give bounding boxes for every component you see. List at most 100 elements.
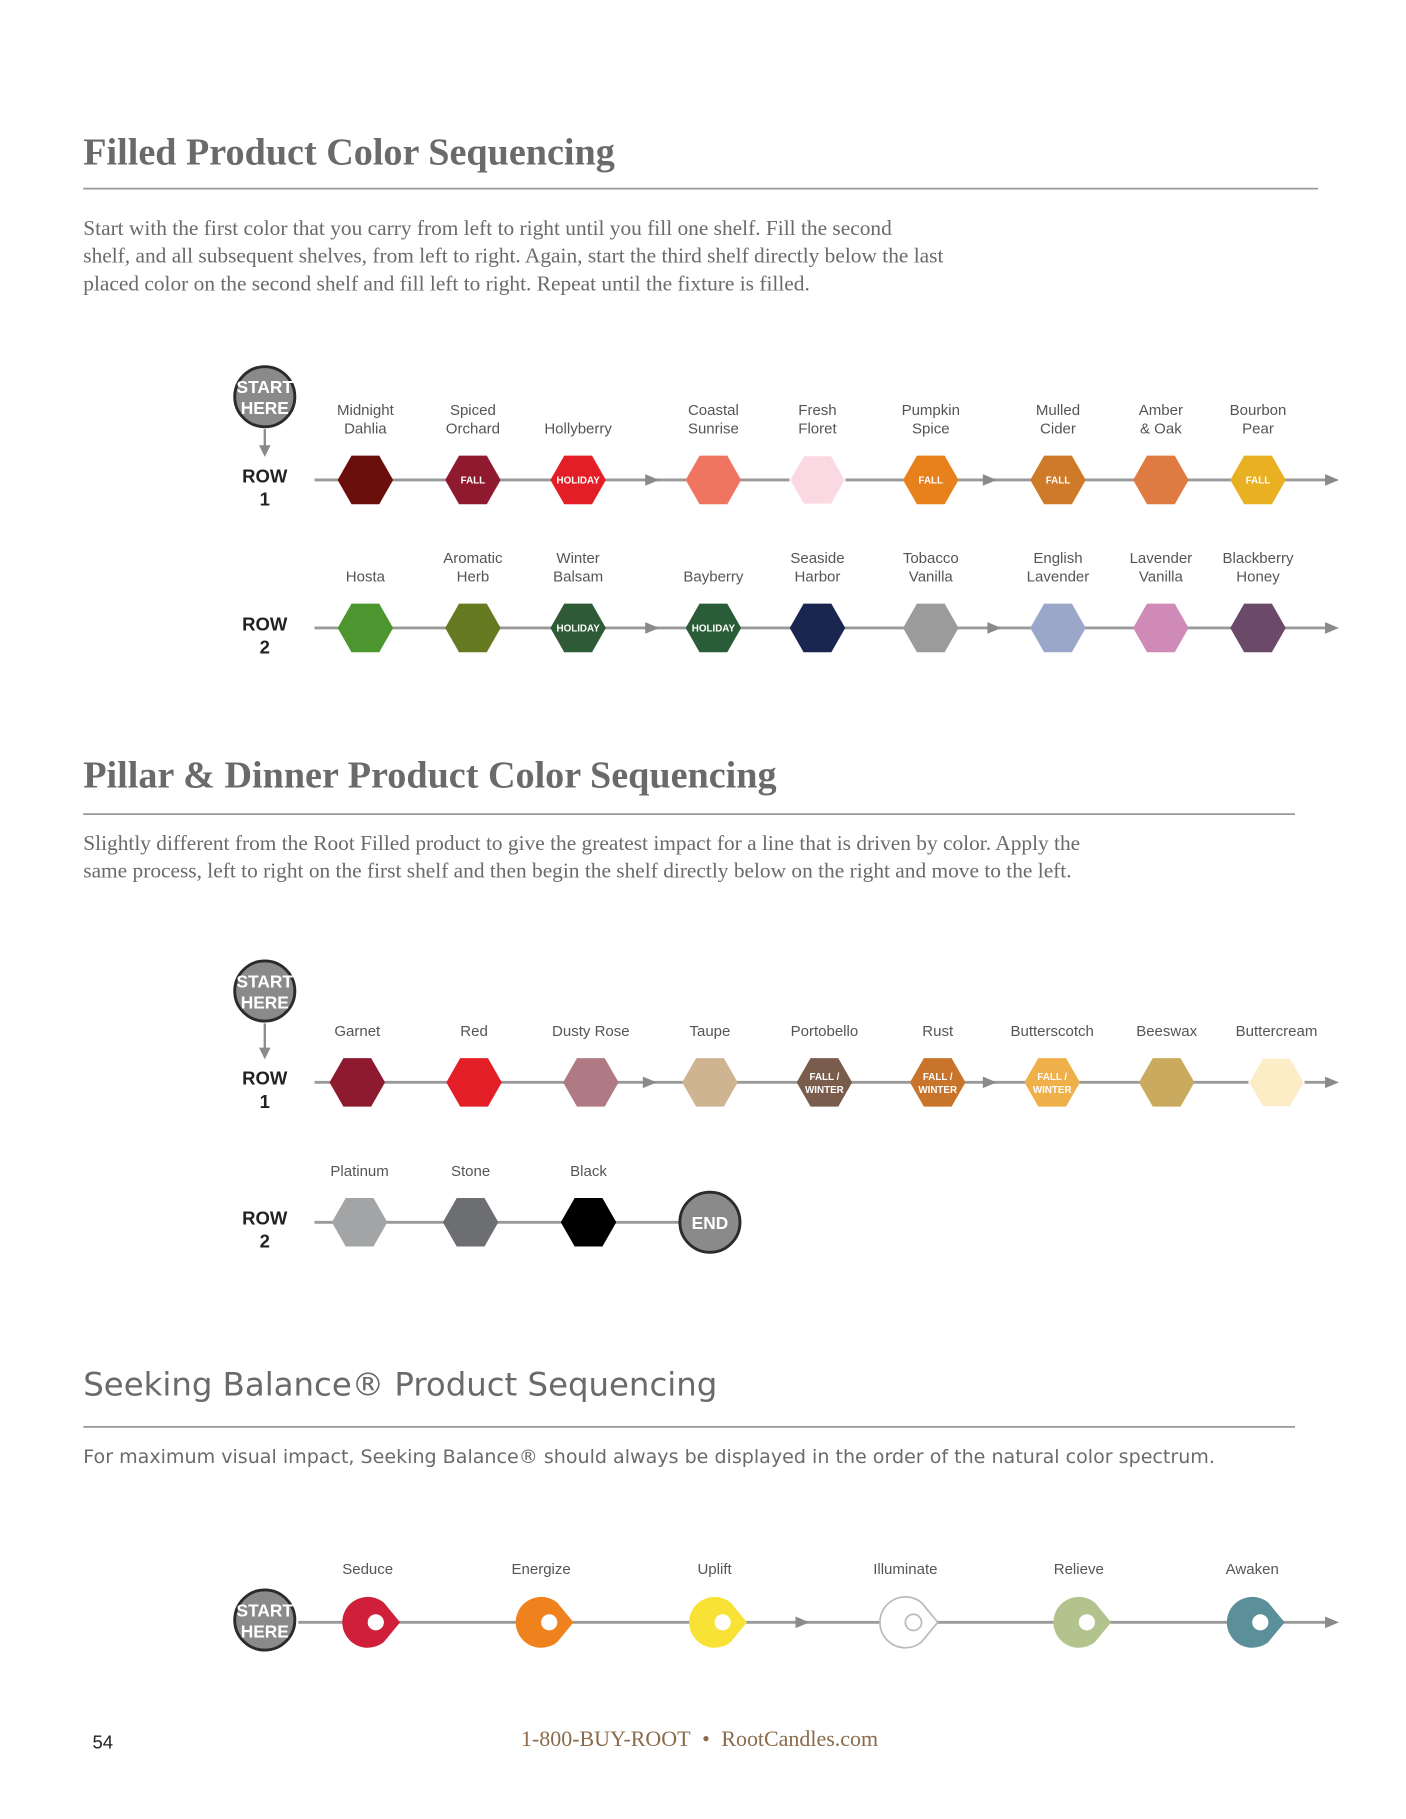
row-label-line: 2 [260,1231,270,1252]
color-name-line: Stone [451,1163,490,1180]
color-name: Winter Balsam [553,550,603,586]
description-line: same process, left to right on the first… [83,859,1071,883]
color-name-line: Seaside [790,550,844,567]
color-name-line: Midnight [337,402,395,419]
color-name: Red [460,1023,488,1040]
drop-center [1252,1614,1269,1631]
color-name-line: Lavender [1027,569,1090,586]
season-tag: FALL / WINTER [1033,1072,1072,1096]
season-tag: FALL [1046,475,1071,486]
season-tag: HOLIDAY [692,623,736,634]
description-line: shelf, and all subsequent shelves, from … [83,244,943,268]
arrow-head [645,622,660,634]
color-name-line: Relieve [1054,1561,1104,1578]
color-hex [445,603,501,653]
color-name-line: Fresh [798,402,836,419]
color-name-line: Balsam [553,569,603,586]
color-name: Hollyberry [544,421,612,438]
drop-center [541,1614,558,1631]
color-name-line: Winter [556,550,599,567]
row-label-line: 1 [260,488,270,509]
color-name: Taupe [689,1023,730,1040]
color-name-line: Mulled [1036,402,1080,419]
arrow-head [987,622,1002,634]
color-hex [560,1197,617,1247]
row-label: ROW 2 [242,1208,288,1252]
arrow-head [982,1076,997,1089]
arrow-head [1325,1616,1339,1629]
color-name: Amber & Oak [1139,402,1183,437]
start-label-line: HERE [241,398,289,418]
start-label-line: HERE [241,992,289,1012]
color-name-line: Dahlia [344,421,387,438]
season-tag: FALL / WINTER [918,1072,957,1096]
color-hex [789,455,846,505]
color-name-line: Spiced [450,402,496,419]
color-hex [442,1197,499,1247]
color-name: Dusty Rose [552,1023,630,1040]
arrow-head [1325,474,1339,486]
color-name-line: Bayberry [683,569,744,586]
season-tag: FALL [461,475,486,486]
season-tag-line: HOLIDAY [692,623,736,634]
color-name-line: Bourbon [1230,402,1287,419]
season-tag: FALL [1246,475,1271,486]
start-label-line: START [237,972,294,992]
color-name-line: Buttercream [1236,1023,1318,1040]
color-name: Coastal Sunrise [688,402,739,437]
color-name: Spiced Orchard [446,402,500,437]
color-name-line: Honey [1236,569,1280,586]
footer-contact: 1-800-BUY-ROOT • RootCandles.com [521,1726,878,1751]
color-hex [796,1058,853,1107]
color-name: Seduce [342,1561,393,1578]
color-name-line: Orchard [446,421,500,438]
color-name-line: Aromatic [443,550,503,567]
color-hex [909,1058,966,1107]
season-tag-line: WINTER [918,1085,957,1096]
color-name: Fresh Floret [798,402,837,437]
drop-center [367,1614,384,1631]
color-name: Stone [451,1163,490,1180]
color-name: Awaken [1226,1561,1279,1578]
end-marker [678,1190,742,1254]
season-tag-line: FALL [1246,475,1271,486]
color-name-line: Seduce [342,1561,393,1578]
color-name-line: Harbor [795,569,841,586]
season-tag-line: FALL [1046,475,1071,486]
start-label: START HERE [237,377,294,418]
arrow-head [982,474,997,486]
color-name: English Lavender [1027,550,1090,586]
color-hex [337,603,394,653]
color-name: Midnight Dahlia [337,402,395,437]
color-hex [685,455,742,505]
start-marker [233,959,297,1023]
color-name-line: Rust [922,1023,954,1040]
color-name-line: Pumpkin [902,402,960,419]
season-tag-line: FALL [461,475,486,486]
start-marker [233,365,297,429]
color-name: Platinum [330,1163,388,1180]
color-name-line: Cider [1040,421,1076,438]
color-name: Aromatic Herb [443,550,503,586]
season-tag-line: FALL / [923,1072,953,1083]
color-name-line: Sunrise [688,421,739,438]
page-number: 54 [93,1731,114,1752]
color-name-line: Dusty Rose [552,1023,630,1040]
row-label: ROW 1 [242,1068,288,1112]
color-hex [1133,603,1189,653]
color-name: Beeswax [1136,1023,1197,1040]
color-name: Buttercream [1236,1023,1318,1040]
color-name: Hosta [346,569,386,586]
phone: 1-800-BUY-ROOT [521,1726,691,1751]
color-name: Rust [922,1023,954,1040]
color-name: Blackberry Honey [1223,550,1294,586]
season-tag: FALL [919,475,944,486]
color-name-line: Uplift [697,1561,732,1578]
color-name: Garnet [334,1023,381,1040]
color-hex [1248,1057,1305,1108]
drop-center [714,1614,731,1631]
color-name-line: Portobello [791,1023,859,1040]
color-hex [1230,603,1286,653]
start-arrow-head [259,445,271,457]
